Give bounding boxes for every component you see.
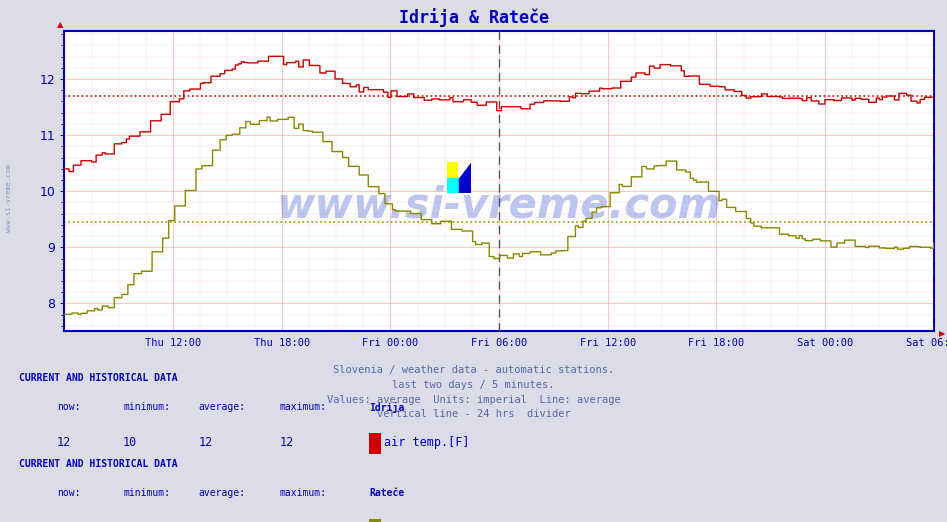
Polygon shape xyxy=(458,162,471,177)
Text: Idrija: Idrija xyxy=(369,402,404,413)
Bar xyxy=(447,162,458,177)
Text: Slovenia / weather data - automatic stations.: Slovenia / weather data - automatic stat… xyxy=(333,365,614,375)
Text: CURRENT AND HISTORICAL DATA: CURRENT AND HISTORICAL DATA xyxy=(19,459,178,469)
Text: Fri 06:00: Fri 06:00 xyxy=(471,338,527,348)
Text: minimum:: minimum: xyxy=(123,402,170,412)
Text: www.si-vreme.com: www.si-vreme.com xyxy=(7,164,12,232)
Text: Idrija & Rateče: Idrija & Rateče xyxy=(399,8,548,27)
Text: average:: average: xyxy=(199,402,246,412)
Text: air temp.[F]: air temp.[F] xyxy=(384,436,470,449)
Text: Fri 12:00: Fri 12:00 xyxy=(580,338,635,348)
Text: maximum:: maximum: xyxy=(279,488,327,498)
Text: Sat 06:00: Sat 06:00 xyxy=(905,338,947,348)
Text: average:: average: xyxy=(199,488,246,498)
Text: now:: now: xyxy=(57,488,80,498)
Text: maximum:: maximum: xyxy=(279,402,327,412)
Text: 12: 12 xyxy=(57,436,71,449)
Text: Thu 18:00: Thu 18:00 xyxy=(254,338,310,348)
Text: now:: now: xyxy=(57,402,80,412)
Text: 10: 10 xyxy=(123,436,137,449)
Text: Fri 18:00: Fri 18:00 xyxy=(688,338,744,348)
Bar xyxy=(447,177,458,194)
Text: Fri 00:00: Fri 00:00 xyxy=(363,338,419,348)
Text: Rateče: Rateče xyxy=(369,488,404,498)
Text: minimum:: minimum: xyxy=(123,488,170,498)
Text: ▶: ▶ xyxy=(938,328,945,338)
Text: Thu 12:00: Thu 12:00 xyxy=(145,338,201,348)
Text: CURRENT AND HISTORICAL DATA: CURRENT AND HISTORICAL DATA xyxy=(19,373,178,383)
Text: www.si-vreme.com: www.si-vreme.com xyxy=(277,184,722,227)
Text: ▲: ▲ xyxy=(58,20,63,29)
Text: Values: average  Units: imperial  Line: average: Values: average Units: imperial Line: av… xyxy=(327,395,620,405)
Text: Sat 00:00: Sat 00:00 xyxy=(797,338,853,348)
Text: last two days / 5 minutes.: last two days / 5 minutes. xyxy=(392,380,555,390)
Polygon shape xyxy=(458,162,471,194)
Text: vertical line - 24 hrs  divider: vertical line - 24 hrs divider xyxy=(377,409,570,419)
Text: 12: 12 xyxy=(279,436,294,449)
Text: 12: 12 xyxy=(199,436,213,449)
